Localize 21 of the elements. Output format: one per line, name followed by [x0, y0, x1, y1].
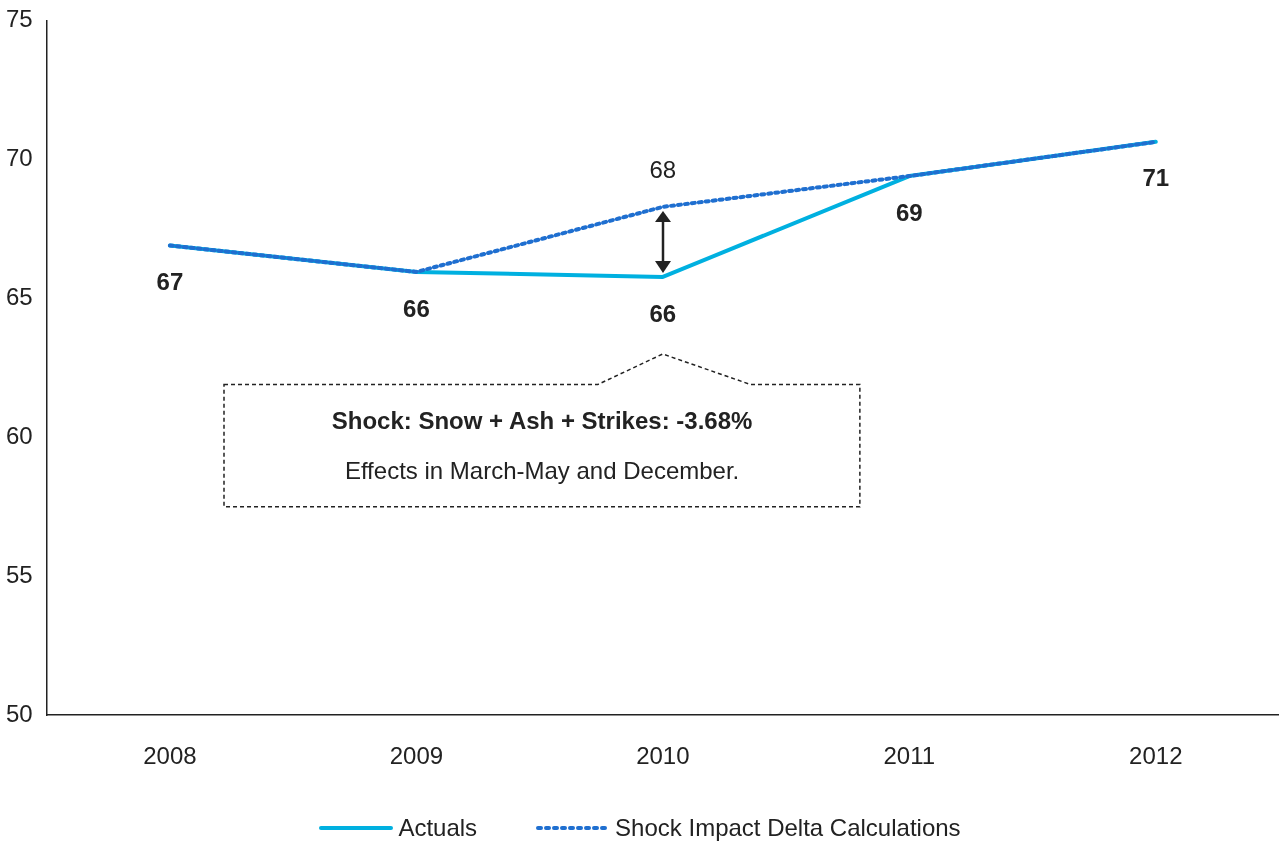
data-label: 68 [649, 155, 677, 183]
x-tick-label: 2010 [636, 742, 690, 770]
y-tick-label: 50 [5, 699, 33, 727]
x-tick-label: 2011 [883, 742, 936, 770]
data-label: 69 [895, 198, 923, 226]
data-label: 66 [649, 299, 677, 327]
annotation: Effects in March-May and December. [344, 456, 740, 485]
y-tick-label: 60 [5, 421, 33, 449]
data-label: 66 [403, 294, 430, 322]
data-label: 67 [156, 268, 184, 296]
y-tick-label: 70 [5, 143, 33, 171]
y-tick-label: 65 [5, 282, 33, 310]
x-tick-label: 2008 [143, 742, 197, 770]
data-label: 71 [1142, 164, 1170, 192]
legend-label: Actuals [398, 814, 478, 842]
x-tick-label: 2009 [389, 742, 444, 770]
y-tick-label: 75 [5, 5, 33, 33]
legend-label: Shock Impact Delta Calculations [615, 814, 961, 842]
y-tick-label: 55 [5, 560, 33, 588]
x-tick-label: 2012 [1129, 742, 1183, 770]
annotation: Shock: Snow + Ash + Strikes: -3.68% [331, 406, 753, 435]
